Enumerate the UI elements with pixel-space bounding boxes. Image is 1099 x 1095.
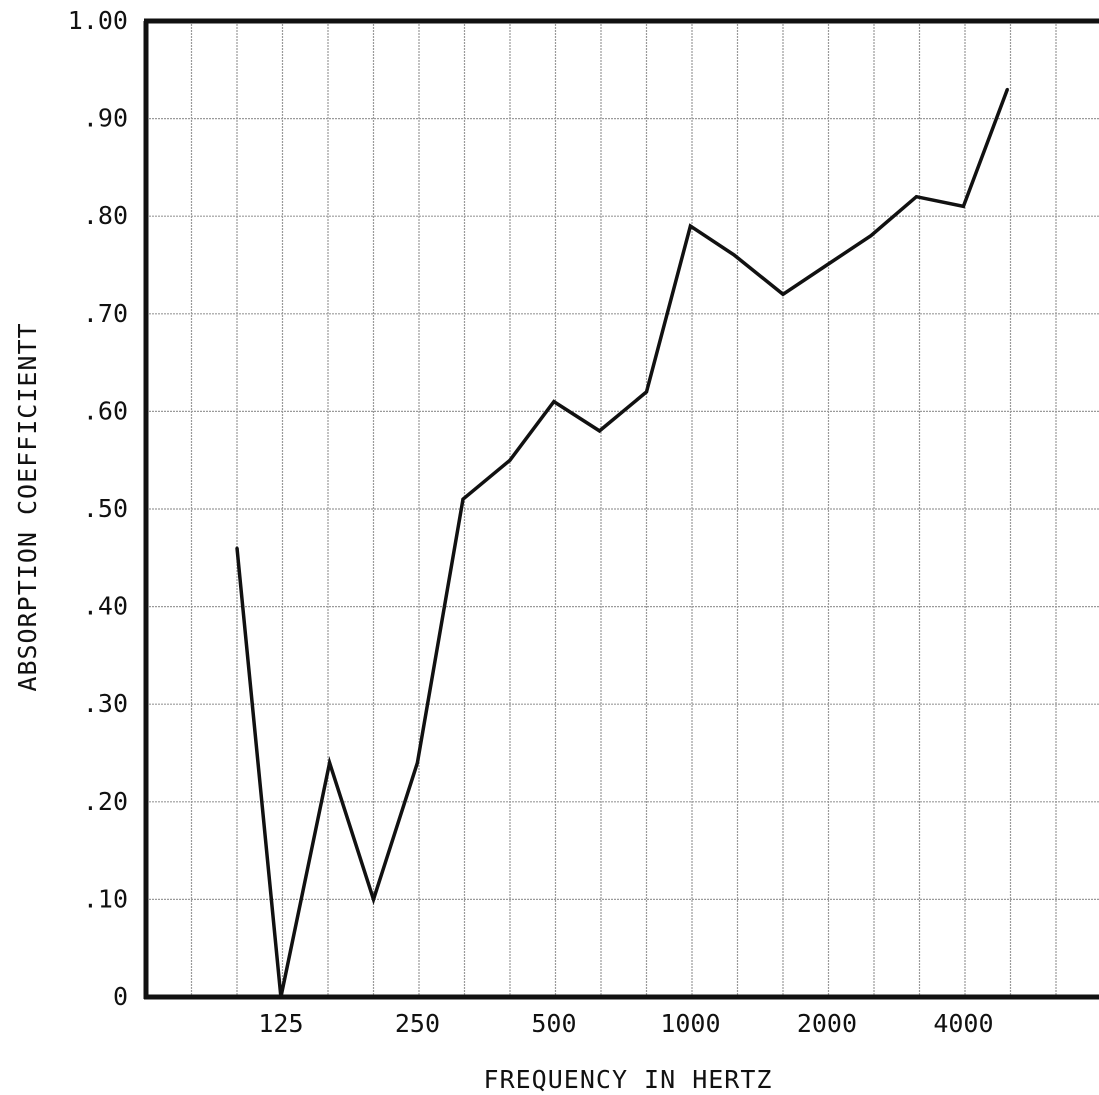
y-tick-label: .60 <box>83 396 128 425</box>
y-tick-label: .30 <box>83 689 128 718</box>
data-point <box>552 400 556 404</box>
x-tick-label: 1000 <box>660 1009 720 1038</box>
y-tick-label: .50 <box>83 494 128 523</box>
y-tick-label: 0 <box>113 982 128 1011</box>
axes <box>143 18 1099 1000</box>
y-tick-label: .90 <box>83 104 128 133</box>
data-point <box>461 497 465 501</box>
data-point <box>508 458 512 462</box>
x-tick-label: 2000 <box>797 1009 857 1038</box>
data-point <box>328 761 332 765</box>
data-point <box>914 195 918 199</box>
y-tick-label: .40 <box>83 592 128 621</box>
y-tick-label: .10 <box>83 884 128 913</box>
data-point <box>688 224 692 228</box>
series-line <box>235 88 1010 998</box>
data-point <box>869 234 873 238</box>
x-tick-label: 125 <box>258 1009 303 1038</box>
y-tick-label: 1.00 <box>68 6 128 35</box>
x-tick-label: 250 <box>395 1009 440 1038</box>
y-axis-title: ABSORPTION COEFFICIENTT <box>13 322 42 691</box>
data-point <box>1005 87 1009 91</box>
x-tick-label: 500 <box>531 1009 576 1038</box>
data-point <box>415 761 419 765</box>
data-point <box>597 429 601 433</box>
y-tick-label: .20 <box>83 787 128 816</box>
data-point <box>372 897 375 901</box>
grid <box>146 21 1099 997</box>
data-point <box>235 546 239 550</box>
data-point <box>279 995 283 999</box>
series-layer <box>235 87 1010 999</box>
y-tick-labels: 0 .10 .20 .30 .40 .50 .60 .70 .80 .90 1.00 <box>68 6 128 1011</box>
x-tick-label: 4000 <box>933 1009 993 1038</box>
x-tick-labels: 125 250 500 1000 2000 4000 <box>258 1009 993 1038</box>
y-tick-label: .70 <box>83 299 128 328</box>
x-axis-title: FREQUENCY IN HERTZ <box>484 1065 773 1094</box>
data-point <box>961 204 965 208</box>
data-point <box>825 263 829 267</box>
data-point <box>732 253 736 257</box>
data-point <box>645 390 648 394</box>
data-point <box>781 292 785 296</box>
y-tick-label: .80 <box>83 201 128 230</box>
